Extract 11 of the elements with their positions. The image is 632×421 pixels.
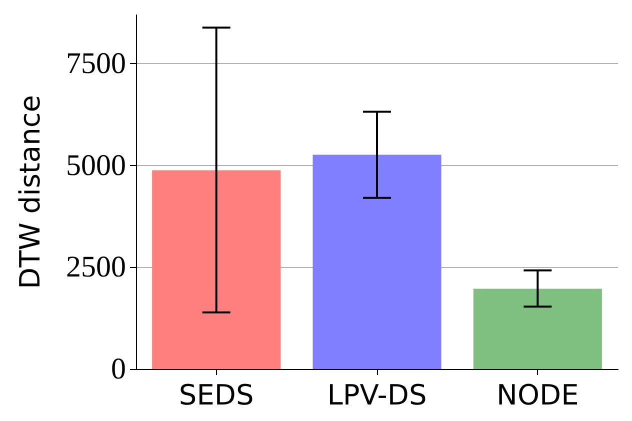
x-tick-label: LPV-DS: [327, 378, 427, 412]
y-tick-label: 0: [111, 352, 126, 386]
x-tick-label: SEDS: [178, 378, 254, 412]
bar: [473, 288, 602, 369]
y-axis-title: DTW distance: [14, 95, 46, 289]
y-tick-label: 7500: [66, 46, 126, 80]
x-tick-label: NODE: [496, 378, 579, 412]
bar: [152, 170, 281, 369]
y-tick-label: 5000: [66, 148, 126, 182]
y-tick-label: 2500: [66, 250, 126, 284]
bar: [312, 154, 442, 369]
